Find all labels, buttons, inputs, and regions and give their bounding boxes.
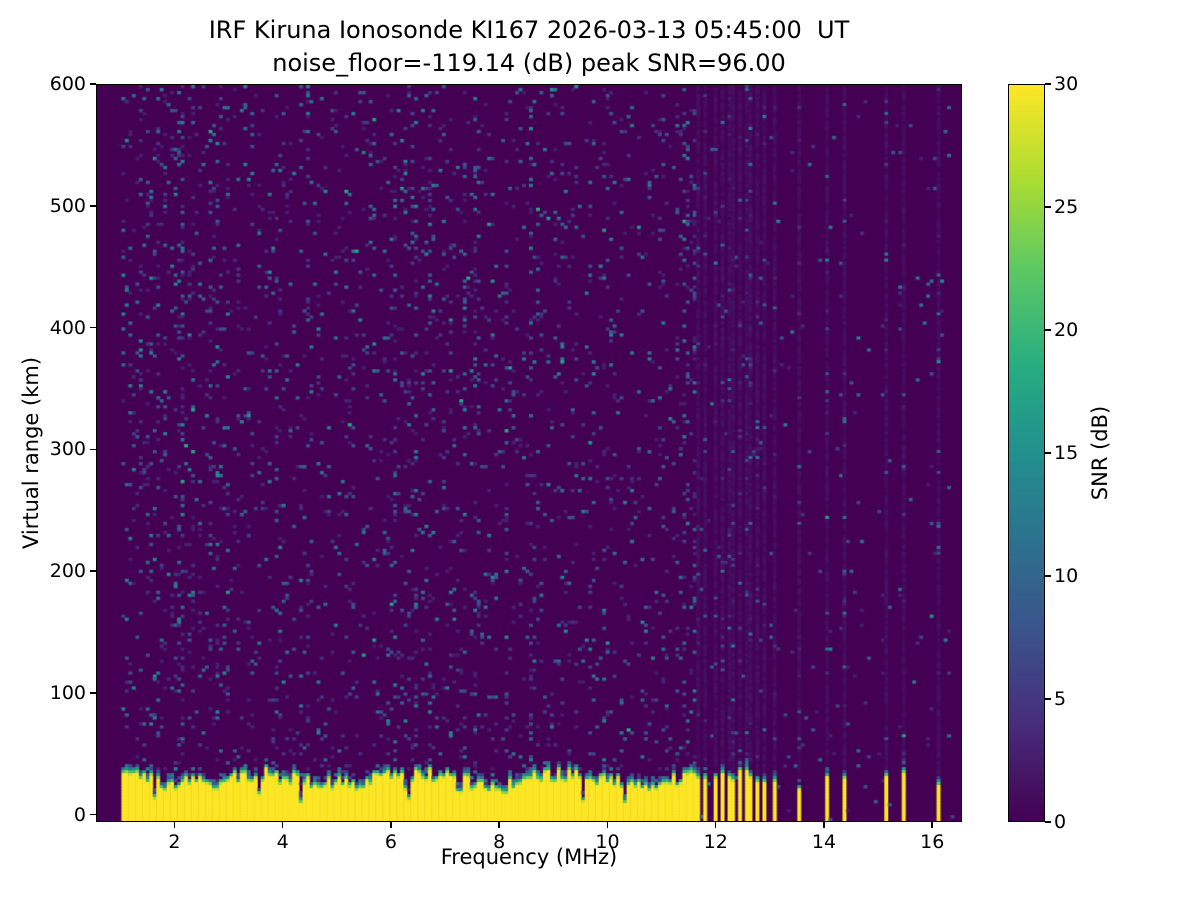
y-tick-label: 500 xyxy=(49,194,86,217)
x-tick-label: 14 xyxy=(811,831,837,853)
colorbar-tick-label: 30 xyxy=(1054,73,1079,95)
x-tick-mark xyxy=(823,822,825,828)
colorbar-tick-label: 15 xyxy=(1054,442,1079,464)
y-tick-label: 200 xyxy=(49,560,86,583)
colorbar-tick-mark xyxy=(1045,575,1051,577)
y-tick-label: 600 xyxy=(49,73,86,95)
x-tick-label: 2 xyxy=(168,831,181,853)
colorbar-tick-label: 5 xyxy=(1054,688,1067,710)
y-tick-mark xyxy=(90,692,96,694)
colorbar-tick-label: 20 xyxy=(1054,319,1079,341)
y-tick-label: 0 xyxy=(73,803,86,826)
x-tick-label: 12 xyxy=(703,831,728,853)
x-tick-mark xyxy=(606,822,609,828)
x-tick-mark xyxy=(498,822,500,828)
x-tick-mark xyxy=(281,822,284,828)
ionogram-heatmap-canvas xyxy=(97,85,961,821)
chart-title-line1: IRF Kiruna Ionosonde KI167 2026-03-13 05… xyxy=(208,16,850,44)
colorbar-tick-label: 0 xyxy=(1054,811,1067,833)
y-tick-mark xyxy=(90,448,96,451)
x-tick-mark xyxy=(173,822,176,828)
colorbar xyxy=(1008,84,1045,822)
chart-title-line2: noise_floor=-119.14 (dB) peak SNR=96.00 xyxy=(272,49,786,77)
colorbar-gradient-canvas xyxy=(1009,85,1044,821)
x-tick-label: 16 xyxy=(920,831,945,853)
y-tick-mark xyxy=(90,813,96,816)
x-axis-label: Frequency (MHz) xyxy=(440,845,618,869)
x-tick-label: 8 xyxy=(493,831,506,853)
colorbar-label: SNR (dB) xyxy=(1088,405,1112,501)
plot-area xyxy=(96,84,962,822)
colorbar-tick-mark xyxy=(1045,206,1051,208)
y-tick-mark xyxy=(90,570,96,572)
y-tick-label: 300 xyxy=(49,438,86,461)
x-tick-label: 4 xyxy=(276,831,289,853)
colorbar-tick-label: 10 xyxy=(1054,565,1079,587)
x-tick-mark xyxy=(390,822,392,828)
colorbar-tick-mark xyxy=(1045,329,1051,331)
y-tick-label: 100 xyxy=(49,681,86,704)
y-tick-mark xyxy=(90,326,96,329)
colorbar-tick-label: 25 xyxy=(1054,196,1079,218)
colorbar-tick-mark xyxy=(1045,698,1051,700)
x-tick-label: 10 xyxy=(595,831,620,853)
y-tick-mark xyxy=(90,83,96,85)
y-axis-label: Virtual range (km) xyxy=(19,356,43,550)
colorbar-tick-mark xyxy=(1045,452,1051,454)
x-tick-mark xyxy=(931,822,933,828)
colorbar-tick-mark xyxy=(1045,821,1051,823)
x-tick-mark xyxy=(714,822,717,828)
x-tick-label: 6 xyxy=(384,831,398,853)
colorbar-tick-mark xyxy=(1045,83,1051,85)
y-tick-mark xyxy=(90,205,96,207)
y-tick-label: 400 xyxy=(49,316,86,339)
